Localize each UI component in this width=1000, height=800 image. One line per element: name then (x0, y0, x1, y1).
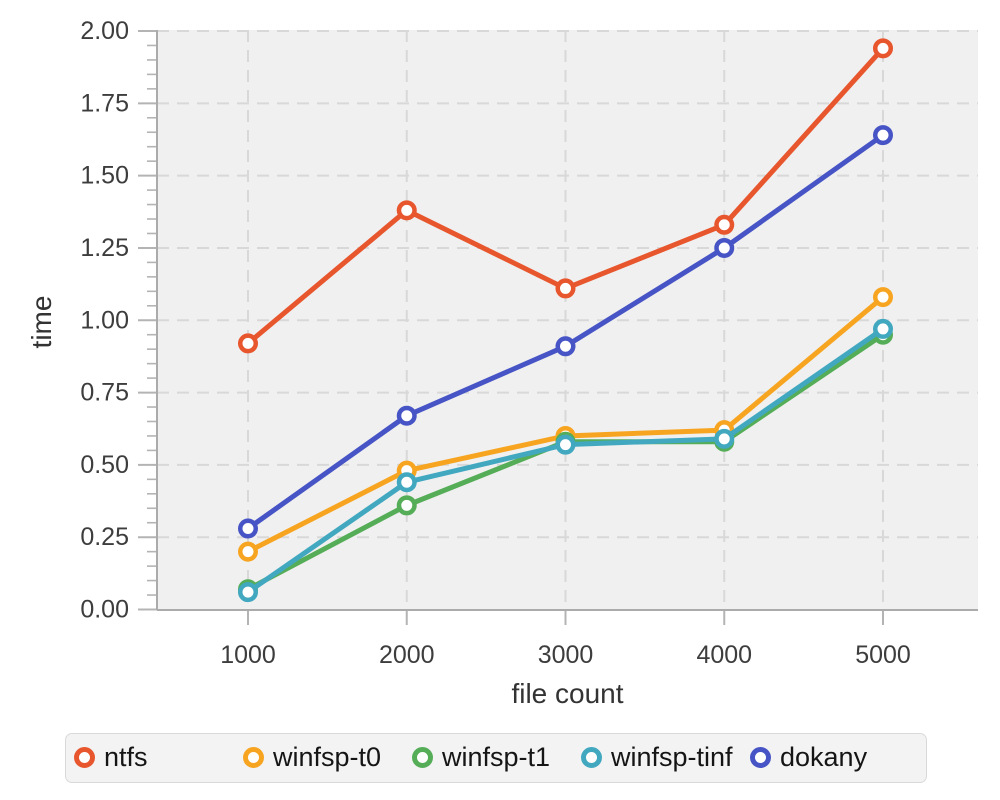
data-point-winfsp-t1-2000 (396, 495, 417, 516)
x-axis-title: file count (511, 678, 624, 709)
legend-marker-icon (74, 747, 95, 768)
legend-marker-icon (750, 747, 771, 768)
legend-item-winfsp-tinf: winfsp-tinf (581, 734, 733, 781)
legend-item-ntfs: ntfs (74, 734, 148, 781)
y-tick-label: 1.50 (80, 162, 129, 190)
data-point-ntfs-4000 (714, 214, 735, 235)
data-point-winfsp-t0-5000 (873, 287, 893, 308)
legend-label: winfsp-tinf (611, 742, 733, 772)
legend-label: winfsp-t1 (442, 742, 551, 772)
y-tick-label: 0.75 (80, 379, 129, 407)
legend-item-winfsp-t0: winfsp-t0 (243, 734, 381, 781)
data-point-ntfs-2000 (396, 200, 417, 221)
legend-marker-icon (243, 747, 264, 768)
legend: ntfs winfsp-t0 winfsp-t1 winfsp-tinf dokany (65, 733, 927, 783)
data-point-winfsp-tinf-1000 (238, 582, 258, 603)
data-point-dokany-2000 (396, 405, 417, 426)
legend-marker-icon (581, 747, 602, 768)
legend-label: ntfs (104, 742, 148, 772)
y-tick-label: 2.00 (80, 17, 129, 45)
y-tick-label: 0.50 (80, 451, 129, 479)
data-point-dokany-3000 (555, 336, 576, 357)
y-tick-label: 0.25 (80, 523, 129, 551)
data-point-dokany-1000 (238, 518, 258, 539)
y-tick-label: 1.25 (80, 234, 129, 262)
y-tick-label: 0.00 (80, 596, 129, 624)
data-point-dokany-4000 (714, 237, 735, 258)
data-point-winfsp-tinf-4000 (714, 428, 735, 449)
x-tick-label: 4000 (696, 641, 752, 669)
legend-item-dokany: dokany (750, 734, 867, 781)
data-point-ntfs-3000 (555, 278, 576, 299)
legend-label: dokany (780, 742, 868, 772)
data-point-winfsp-t0-1000 (238, 541, 258, 562)
x-tick-label: 2000 (379, 641, 435, 669)
data-point-ntfs-1000 (238, 333, 258, 354)
data-point-winfsp-tinf-2000 (396, 472, 417, 493)
data-point-winfsp-tinf-3000 (555, 434, 576, 455)
y-axis-title: time (26, 295, 57, 349)
line-chart-plot: 0.00 0.25 0.50 0.75 1.00 1.25 1.50 1.75 2.00 1000… (80, 17, 978, 669)
data-point-ntfs-5000 (873, 38, 893, 59)
y-tick-label: 1.00 (80, 306, 129, 334)
data-point-winfsp-tinf-5000 (873, 318, 893, 339)
x-tick-label: 5000 (855, 641, 911, 669)
legend-marker-icon (412, 747, 433, 768)
legend-label: winfsp-t0 (273, 742, 382, 772)
data-point-dokany-5000 (873, 125, 893, 146)
y-tick-label: 1.75 (80, 89, 129, 117)
x-tick-label: 1000 (220, 641, 276, 669)
x-tick-label: 3000 (538, 641, 594, 669)
legend-item-winfsp-t1: winfsp-t1 (412, 734, 550, 781)
